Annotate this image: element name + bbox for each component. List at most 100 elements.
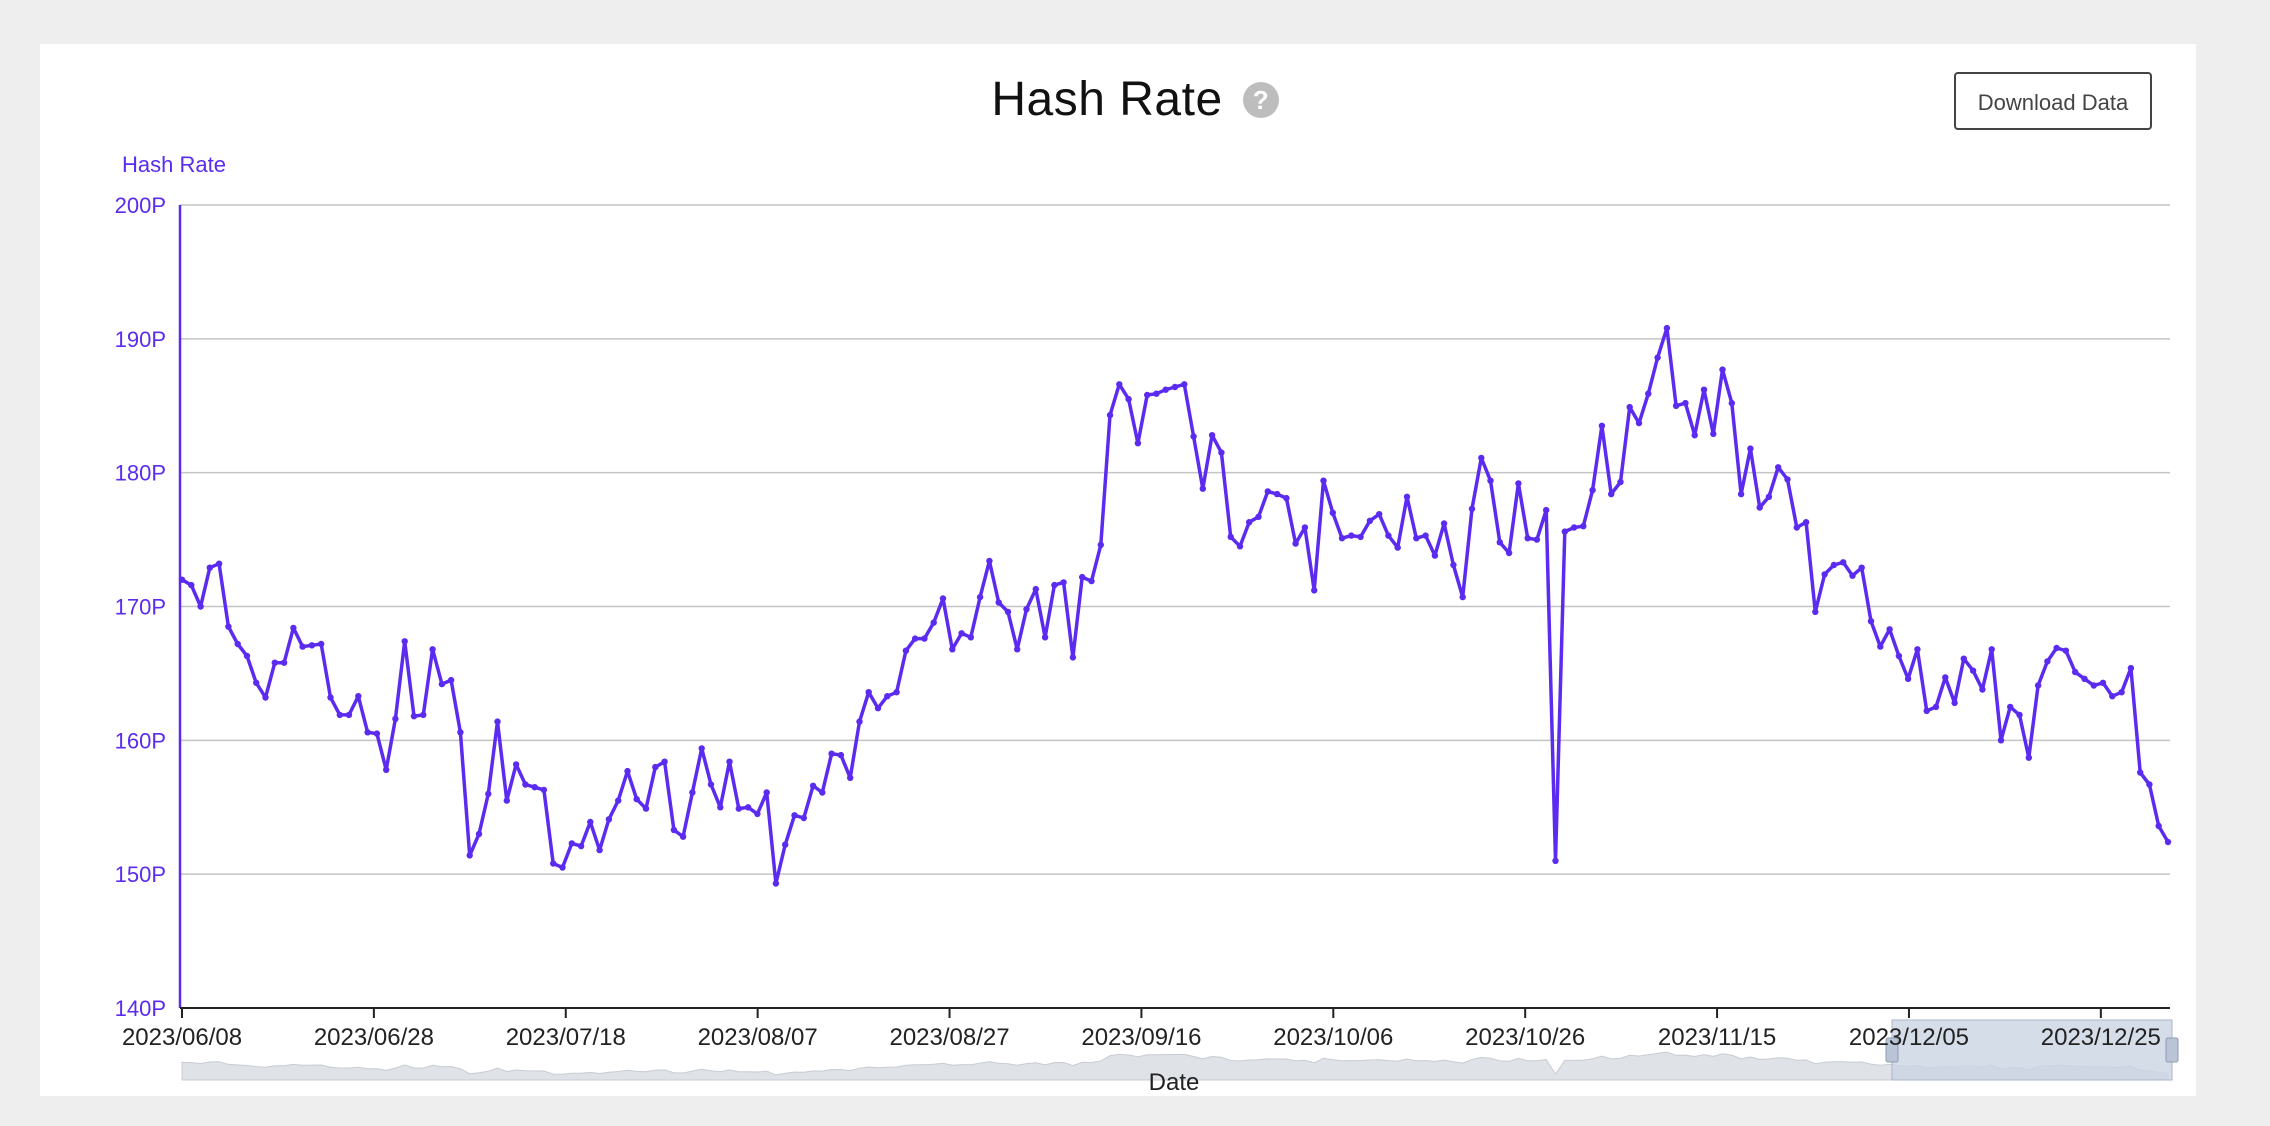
data-point	[1969, 667, 1977, 674]
data-point	[2118, 689, 2125, 696]
data-point	[2072, 668, 2079, 676]
data-point	[280, 659, 288, 666]
data-point	[383, 766, 390, 773]
data-point	[299, 643, 306, 650]
data-point	[1552, 857, 1559, 864]
navigator-area	[181, 1051, 2169, 1081]
data-point	[976, 593, 984, 601]
data-point	[921, 635, 928, 642]
data-point	[2025, 754, 2033, 761]
data-point	[1923, 707, 1930, 715]
data-point	[958, 630, 965, 637]
data-point	[1543, 506, 1550, 514]
x-tick-labels: 2023/06/08 2023/06/28 2023/07/18 2023/08/07…	[122, 1024, 2161, 1051]
data-point	[1840, 559, 1847, 566]
y-axis-title: Hash Rate	[122, 152, 226, 177]
y-tick-label: 200P	[115, 193, 166, 218]
data-point	[494, 718, 501, 725]
navigator-left-handle[interactable]	[1885, 1037, 1899, 1063]
data-point	[577, 842, 585, 850]
data-point	[782, 841, 789, 848]
data-point	[262, 694, 269, 701]
data-point	[1812, 608, 1819, 616]
data-point	[1710, 430, 1717, 438]
data-point	[1821, 571, 1828, 578]
data-point	[466, 852, 473, 859]
data-point	[373, 730, 381, 737]
download-data-button[interactable]: Download Data	[1954, 72, 2152, 130]
data-point	[188, 581, 195, 589]
data-point	[308, 642, 316, 649]
data-point	[911, 635, 919, 642]
data-point	[457, 729, 464, 736]
y-tick-label: 150P	[115, 862, 166, 887]
data-point	[1283, 494, 1290, 502]
data-point	[1079, 573, 1086, 581]
data-point	[1144, 391, 1151, 399]
data-point	[642, 805, 650, 812]
data-point	[856, 718, 863, 725]
x-tick-label: 2023/06/28	[314, 1024, 434, 1051]
data-point	[447, 676, 455, 684]
data-point	[429, 646, 436, 653]
data-point	[1088, 577, 1095, 585]
data-point	[2062, 647, 2070, 654]
data-point	[1301, 524, 1309, 531]
data-point	[1608, 490, 1615, 498]
data-point	[290, 624, 297, 632]
data-point	[605, 816, 613, 823]
data-point	[1570, 524, 1578, 531]
data-point	[1626, 403, 1633, 411]
data-point	[1886, 626, 1893, 633]
data-point	[1515, 480, 1522, 487]
data-point	[1775, 464, 1782, 471]
data-point	[197, 603, 204, 610]
data-point	[1413, 535, 1420, 542]
data-point	[1097, 541, 1105, 549]
data-point	[1951, 699, 1958, 707]
data-point	[1932, 703, 1940, 711]
navigator-right-handle[interactable]	[2165, 1037, 2179, 1063]
data-point	[939, 595, 947, 602]
data-point	[1895, 652, 1903, 660]
data-point	[1719, 366, 1726, 373]
data-point	[1162, 386, 1169, 393]
data-point	[2016, 711, 2023, 719]
x-tick-label: 2023/08/07	[698, 1024, 818, 1051]
data-point	[828, 750, 835, 757]
data-point	[1385, 532, 1392, 539]
data-point	[1255, 513, 1262, 520]
data-point	[1802, 519, 1810, 526]
range-navigator[interactable]	[181, 1019, 2179, 1081]
data-point	[271, 659, 278, 666]
data-point	[568, 840, 575, 847]
data-point	[522, 781, 529, 788]
data-point	[475, 830, 483, 838]
y-tick-label: 140P	[115, 996, 166, 1021]
data-point	[318, 640, 325, 648]
question-mark-icon[interactable]: ?	[1242, 81, 1279, 118]
data-point	[336, 711, 343, 719]
data-point	[345, 711, 353, 719]
data-point	[809, 782, 817, 789]
data-point	[206, 564, 213, 571]
data-point	[1728, 399, 1736, 407]
data-point	[1654, 354, 1661, 361]
data-point	[1329, 509, 1337, 516]
data-point	[837, 751, 845, 759]
x-tick-label: 2023/07/18	[506, 1024, 626, 1051]
data-point	[874, 705, 882, 712]
x-tick-label: 2023/12/25	[2041, 1024, 2161, 1051]
data-point	[800, 814, 807, 822]
data-point	[1190, 433, 1197, 440]
data-point	[670, 826, 678, 834]
data-point	[1645, 390, 1652, 397]
data-point	[1784, 476, 1791, 483]
data-point	[1904, 675, 1912, 682]
data-point	[364, 729, 371, 736]
navigator-selected-window[interactable]	[1891, 1019, 2173, 1081]
data-point	[1756, 504, 1763, 511]
data-point	[2137, 769, 2144, 776]
data-point	[1942, 674, 1949, 681]
